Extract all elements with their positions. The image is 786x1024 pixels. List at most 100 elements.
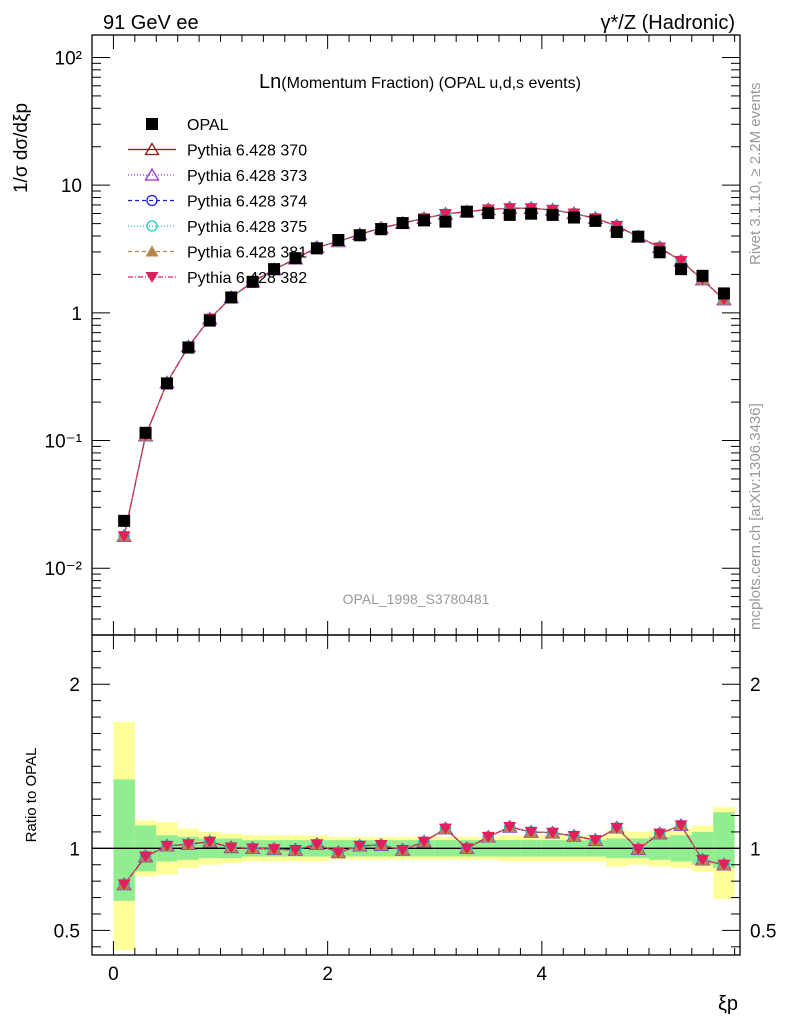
ratio-point [117,879,131,891]
ratio-point [481,831,495,843]
mc-point [503,203,517,215]
legend-marker [144,142,160,156]
ratio-point [674,820,688,832]
main-plot [116,200,732,543]
opal-point [653,246,666,259]
opal-point [225,291,238,304]
opal-point [632,230,645,243]
opal-point [567,211,580,224]
ratio-point [460,843,474,855]
mc-point [117,531,131,543]
legend-marker [146,220,158,232]
mcplots-label: mcplots.cern.ch [arXiv:1306.3436] [747,403,764,630]
ratio-point [503,822,517,833]
ratio-point [374,840,388,852]
opal-point [353,229,366,242]
main-y-axis-label: 1/σ dσ/dξp [11,103,32,193]
legend-label: OPAL [187,117,229,134]
y-tick-label: 10 [61,176,82,197]
opal-point [396,217,409,230]
opal-point [610,225,623,238]
ratio-point [331,847,345,859]
ratio-point [696,854,710,866]
ratio-frame [91,634,741,956]
plot-title-rest: (Momentum Fraction) (OPAL u,d,s events) [281,75,581,92]
ratio-point [203,836,217,848]
opal-point [203,314,216,327]
plot-title: Ln(Momentum Fraction) (OPAL u,d,s events… [259,71,581,93]
ratio-y-tick-label-right: 0.5 [750,921,776,942]
opal-point [182,341,195,354]
stat-uncertainty-band [713,812,735,869]
ratio-y-tick-label-left: 1 [69,839,80,860]
legend-label: Pythia 6.428 381 [187,245,307,262]
opal-point [246,275,259,288]
x-axis-label: ξp [718,993,738,1015]
ratio-y-tick-label-left: 0.5 [54,921,80,942]
opal-point [139,426,152,439]
ratio-point [224,842,238,854]
ratio-plot [92,818,740,891]
ratio-point [353,840,367,852]
opal-point [589,214,602,227]
opal-point [418,214,431,227]
legend-marker [145,245,159,257]
x-tick-label: 0 [108,964,119,985]
mc-point [674,255,688,267]
ratio-y-axis-label: Ratio to OPAL [23,748,40,843]
opal-point [289,252,302,265]
opal-point [525,207,538,220]
ratio-point [717,859,731,871]
opal-point [310,242,323,255]
ratio-point [160,840,174,852]
legend-label: Pythia 6.428 370 [187,143,307,160]
analysis-id: OPAL_1998_S3780481 [343,591,490,607]
ratio-point [524,826,538,838]
ratio-y-tick-label-left: 2 [69,675,80,696]
opal-point [375,223,388,236]
legend-label: Pythia 6.428 382 [187,270,307,287]
y-tick-label: 10² [55,48,82,69]
ratio-point [588,835,602,847]
mc-point [438,208,452,220]
ratio-point [310,839,324,851]
ratio-point [610,822,624,834]
legend-label: Pythia 6.428 374 [187,194,307,211]
plot-title-prefix: Ln [259,71,281,93]
ratio-point [417,836,431,848]
opal-point [439,215,452,228]
stat-uncertainty-band [113,779,135,901]
opal-point [160,377,173,390]
x-tick-label: 2 [322,964,333,985]
ratio-point [438,823,452,835]
header-left: 91 GeV ee [103,12,199,34]
opal-point [118,514,131,527]
legend-label: Pythia 6.428 373 [187,168,307,185]
ratio-point [267,844,281,856]
y-tick-label: 10⁻² [45,559,83,580]
rivet-label: Rivet 3.1.10, ≥ 2.2M events [747,83,764,266]
opal-point [696,269,709,282]
legend-label: Pythia 6.428 375 [187,219,307,236]
y-tick-label: 1 [71,304,82,325]
opal-point [675,263,688,276]
legend-marker [146,118,158,130]
opal-point [482,207,495,220]
ratio-point [546,827,560,839]
opal-point [332,234,345,247]
ratio-point [653,828,667,840]
x-tick-label: 4 [537,964,548,985]
ratio-point [567,831,581,843]
ratio-point [631,844,645,856]
opal-point [717,287,730,300]
ratio-point [396,844,410,856]
ratio-y-tick-label-right: 2 [750,675,761,696]
header-right: γ*/Z (Hadronic) [601,12,735,34]
legend-marker [146,194,158,207]
opal-point [268,263,281,276]
legend: OPAL Pythia 6.428 370 Pythia 6.428 373 Pyth… [128,117,307,287]
y-tick-label: 10⁻¹ [45,432,83,453]
opal-point [546,208,559,221]
ratio-point [246,843,260,855]
